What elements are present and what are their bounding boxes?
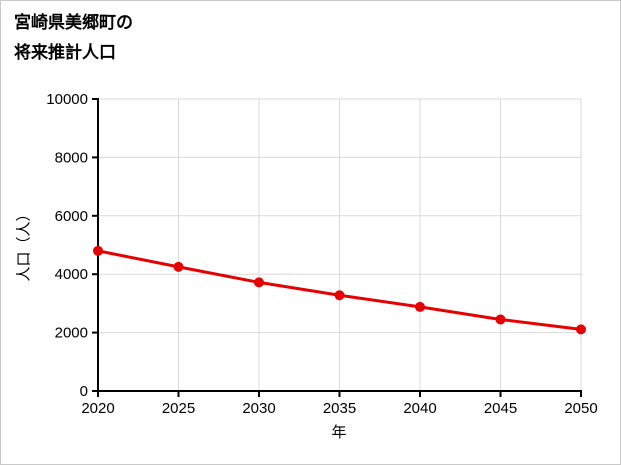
x-tick-label: 2030 — [242, 400, 275, 417]
data-point-marker — [334, 290, 345, 301]
x-tick-label: 2045 — [484, 400, 517, 417]
data-point-marker — [415, 301, 425, 312]
chart-title-line1: 宮崎県美郷町の — [14, 13, 133, 32]
chart-title-line2: 将来推計人口 — [14, 43, 116, 62]
x-tick-label: 2020 — [81, 400, 114, 417]
chart-title: 宮崎県美郷町の 将来推計人口 — [14, 8, 133, 68]
y-tick-label: 0 — [80, 383, 88, 400]
y-tick-label: 2000 — [55, 325, 88, 342]
data-point-marker — [254, 277, 264, 288]
x-tick-label: 2035 — [323, 400, 356, 417]
y-tick-label: 8000 — [55, 149, 88, 166]
y-tick-label: 4000 — [55, 266, 88, 283]
y-axis-title: 人口（人） — [15, 206, 33, 282]
x-tick-label: 2050 — [564, 400, 597, 417]
data-point-marker — [173, 261, 184, 272]
y-tick-label: 10000 — [46, 91, 88, 108]
x-tick-label: 2040 — [403, 400, 436, 417]
gridlines — [98, 98, 582, 391]
y-tick-label: 6000 — [55, 208, 88, 225]
x-tick-labels: 2020 2025 2030 2035 2040 2045 2050 — [81, 400, 597, 417]
data-point-marker — [93, 245, 103, 256]
x-axis-title: 年 — [331, 424, 347, 441]
data-point-marker — [576, 324, 586, 335]
tick-marks — [92, 98, 582, 397]
y-tick-labels: 0 2000 4000 6000 8000 10000 — [46, 91, 88, 400]
data-point-marker — [495, 314, 506, 325]
x-tick-label: 2025 — [162, 400, 195, 417]
data-point-markers — [93, 245, 586, 335]
